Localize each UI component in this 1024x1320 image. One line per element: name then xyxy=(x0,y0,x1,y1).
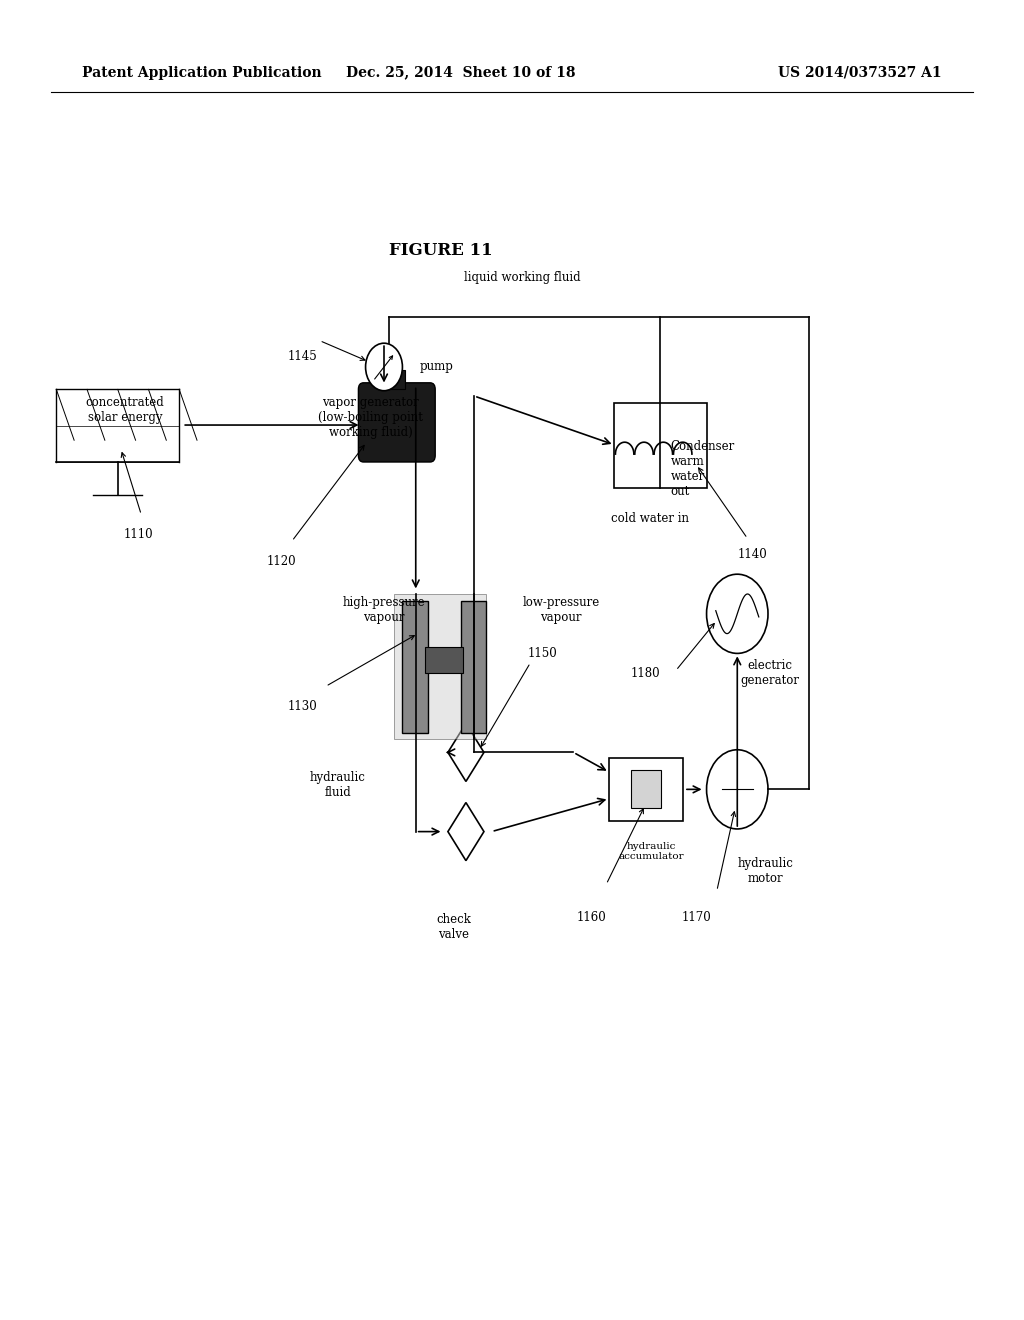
Text: 1120: 1120 xyxy=(267,554,296,568)
Bar xyxy=(425,647,463,673)
Bar xyxy=(394,594,486,739)
Bar xyxy=(387,370,406,389)
Text: Dec. 25, 2014  Sheet 10 of 18: Dec. 25, 2014 Sheet 10 of 18 xyxy=(346,66,575,79)
Text: FIGURE 11: FIGURE 11 xyxy=(388,243,493,259)
Bar xyxy=(461,601,486,733)
Bar xyxy=(632,771,660,808)
Circle shape xyxy=(707,750,768,829)
Text: US 2014/0373527 A1: US 2014/0373527 A1 xyxy=(778,66,942,79)
Text: high-pressure
vapour: high-pressure vapour xyxy=(343,595,425,624)
Bar xyxy=(614,403,707,488)
Text: hydraulic
fluid: hydraulic fluid xyxy=(310,771,366,800)
FancyBboxPatch shape xyxy=(358,383,435,462)
Text: 1160: 1160 xyxy=(577,911,607,924)
Text: hydraulic
motor: hydraulic motor xyxy=(738,857,794,886)
Circle shape xyxy=(366,343,402,391)
Text: pump: pump xyxy=(420,360,454,374)
Text: vapor generator
(low-boiling point
working fluid): vapor generator (low-boiling point worki… xyxy=(318,396,423,440)
Text: 1145: 1145 xyxy=(287,350,317,363)
Text: 1180: 1180 xyxy=(631,667,659,680)
Text: low-pressure
vapour: low-pressure vapour xyxy=(522,595,600,624)
Text: Condenser
warm
water
out: Condenser warm water out xyxy=(671,440,735,498)
Text: hydraulic
accumulator: hydraulic accumulator xyxy=(618,842,684,861)
Text: 1170: 1170 xyxy=(681,911,712,924)
Text: liquid working fluid: liquid working fluid xyxy=(464,271,581,284)
Text: concentrated
solar energy: concentrated solar energy xyxy=(86,396,164,424)
Text: Patent Application Publication: Patent Application Publication xyxy=(82,66,322,79)
Text: 1140: 1140 xyxy=(737,548,768,561)
Text: 1110: 1110 xyxy=(124,528,153,541)
Bar xyxy=(402,601,428,733)
Text: 1130: 1130 xyxy=(287,700,317,713)
Text: electric
generator: electric generator xyxy=(740,659,800,688)
Text: check
valve: check valve xyxy=(436,912,471,941)
Text: 1150: 1150 xyxy=(527,647,558,660)
Text: cold water in: cold water in xyxy=(611,512,689,525)
Circle shape xyxy=(707,574,768,653)
Bar xyxy=(609,758,683,821)
